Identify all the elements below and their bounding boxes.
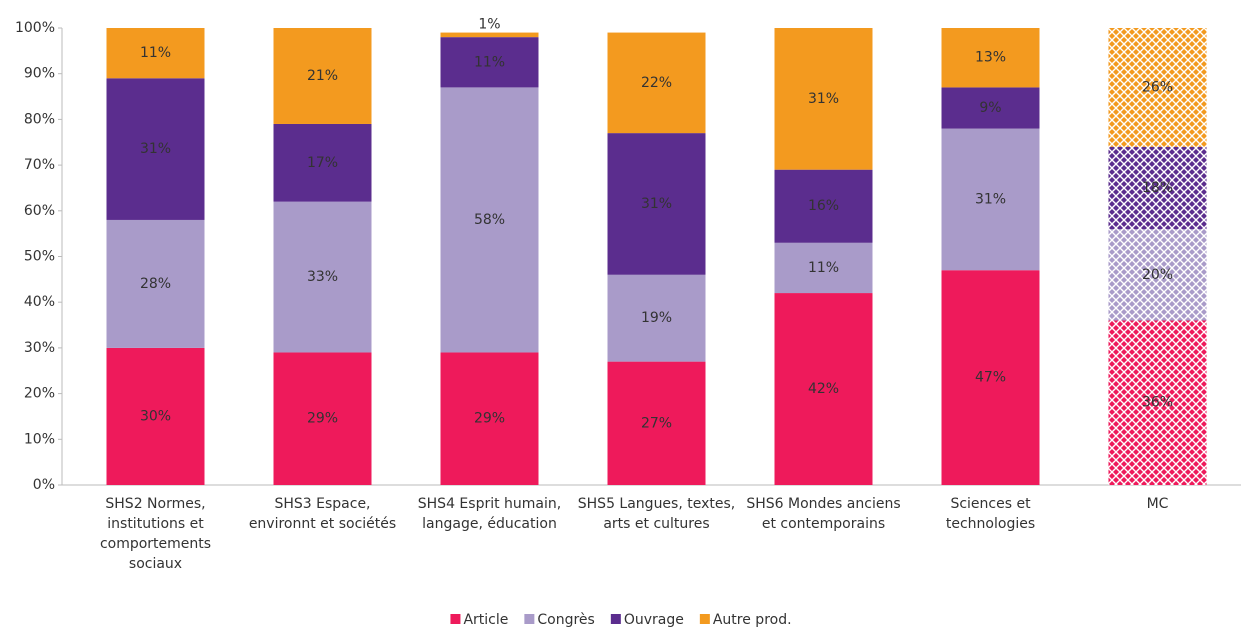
data-label: 30%: [140, 408, 171, 424]
data-label: 31%: [808, 91, 839, 107]
bar-segment: [1108, 146, 1207, 230]
data-label: 31%: [641, 196, 672, 212]
bar-segment: [440, 32, 539, 38]
data-label: 33%: [307, 269, 338, 285]
y-tick-label: 80%: [24, 111, 55, 127]
data-label: 11%: [808, 260, 839, 276]
legend-label: Ouvrage: [624, 612, 684, 628]
bar-segment: [941, 128, 1040, 271]
x-tick-label: SHS2 Normes, institutions et comportemen…: [99, 496, 212, 572]
data-label: 9%: [979, 100, 1001, 116]
legend-swatch: [524, 614, 535, 624]
bar-segment: [1108, 28, 1207, 147]
x-tick-label: SHS5 Langues, textes, arts et cultures: [577, 496, 736, 532]
legend-label: Article: [463, 612, 508, 628]
data-label: 18%: [1142, 180, 1173, 196]
y-tick-label: 30%: [24, 340, 55, 356]
y-tick-label: 0%: [33, 477, 55, 493]
bar-segment: [607, 133, 706, 275]
data-label: 29%: [474, 411, 505, 427]
legend-label: Autre prod.: [713, 612, 792, 628]
data-label: 19%: [641, 310, 672, 326]
legend-swatch: [450, 614, 461, 624]
data-label: 22%: [641, 75, 672, 91]
bar-segment: [273, 28, 372, 124]
x-tick-label: SHS3 Espace, environnt et sociétés: [248, 496, 397, 532]
bar-segment: [106, 78, 205, 220]
y-tick-label: 70%: [24, 157, 55, 173]
bar-segment: [273, 352, 372, 485]
bar-segment: [273, 201, 372, 353]
data-label: 31%: [140, 141, 171, 157]
bar-segment: [774, 242, 873, 294]
bar-segment: [440, 352, 539, 485]
bar-segment: [774, 169, 873, 243]
y-tick-label: 50%: [24, 249, 55, 265]
data-label: 20%: [1142, 267, 1173, 283]
data-label: 1%: [478, 17, 500, 33]
data-label: 36%: [1142, 395, 1173, 411]
bar-segment: [774, 293, 873, 485]
data-label: 21%: [307, 68, 338, 84]
bar-segment: [607, 274, 706, 362]
y-tick-label: 10%: [24, 431, 55, 447]
data-label: 16%: [808, 198, 839, 214]
data-label: 58%: [474, 212, 505, 228]
data-label: 47%: [975, 370, 1006, 386]
bar-segment: [106, 347, 205, 485]
x-tick-label: MC: [1146, 496, 1169, 512]
legend: Article Congrès Ouvrage Autre prod.: [450, 612, 792, 628]
bar-segment: [1108, 229, 1207, 321]
data-label: 27%: [641, 415, 672, 431]
bar-segment: [106, 219, 205, 348]
data-label: 31%: [975, 191, 1006, 207]
bar-segment: [941, 28, 1040, 88]
data-label: 29%: [307, 411, 338, 427]
y-tick-label: 40%: [24, 294, 55, 310]
y-tick-label: 100%: [15, 20, 55, 36]
data-label: 42%: [808, 381, 839, 397]
bar-segment: [1108, 320, 1207, 485]
bar-segment: [106, 28, 205, 79]
data-label: 26%: [1142, 79, 1173, 95]
y-tick-label: 60%: [24, 203, 55, 219]
legend-label: Congrès: [537, 612, 594, 628]
bar-segment: [440, 87, 539, 353]
bar-segment: [774, 28, 873, 170]
x-tick-label: SHS6 Mondes anciens et contemporains: [746, 496, 901, 532]
bar-segment: [440, 37, 539, 88]
x-tick-label: SHS4 Esprit humain, langage, éducation: [417, 496, 562, 532]
bar-segment: [941, 270, 1040, 485]
bar-segment: [273, 123, 372, 202]
data-label: 11%: [140, 45, 171, 61]
legend-swatch: [699, 614, 710, 624]
data-label: 13%: [975, 50, 1006, 66]
bar-segment: [607, 361, 706, 485]
legend-swatch: [610, 614, 621, 624]
data-label: 11%: [474, 54, 505, 70]
y-tick-label: 90%: [24, 66, 55, 82]
data-label: 28%: [140, 276, 171, 292]
bar-segment: [607, 32, 706, 134]
y-tick-label: 20%: [24, 386, 55, 402]
data-label: 17%: [307, 155, 338, 171]
x-tick-label: Sciences et technologies: [945, 496, 1036, 532]
bar-segment: [941, 87, 1040, 129]
